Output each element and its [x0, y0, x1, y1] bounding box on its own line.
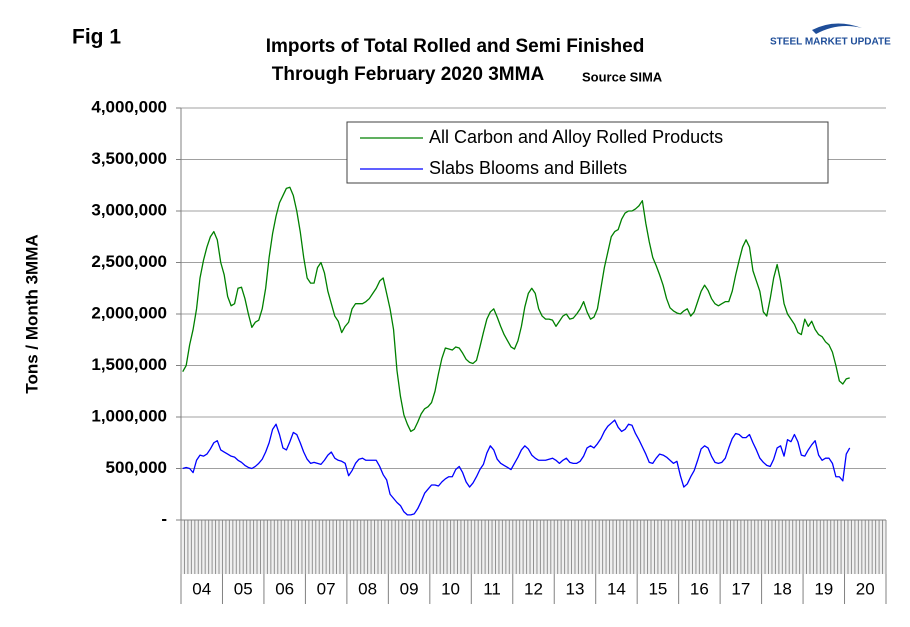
x-tick-label: 09	[400, 579, 419, 598]
x-tick-label: 12	[524, 579, 543, 598]
y-tick-label: 3,500,000	[91, 149, 167, 168]
legend-box	[346, 121, 829, 184]
y-tick-label: 3,000,000	[91, 200, 167, 219]
x-tick-label: 17	[731, 579, 750, 598]
legend-label: All Carbon and Alloy Rolled Products	[429, 127, 723, 147]
grid: - 500,000 1,000,000 1,500,000 2,000,000 2,500…	[91, 97, 886, 528]
logo: STEEL MARKET UPDATE	[770, 37, 891, 48]
x-tick-label: 06	[275, 579, 294, 598]
x-tick-label: 18	[773, 579, 792, 598]
x-axis: 04 05 06 07 08 09 10 11 12 13 14 15 16 17 18 19 20	[180, 519, 887, 604]
y-tick-label: 1,000,000	[91, 406, 167, 425]
x-tick-label: 10	[441, 579, 460, 598]
x-tick-label: 11	[483, 579, 501, 598]
x-tick-label: 05	[234, 579, 253, 598]
chart-title: Through February 2020 3MMA	[272, 64, 545, 85]
series-line	[182, 186, 850, 433]
x-tick-label: 19	[814, 579, 833, 598]
y-tick-label: 1,500,000	[91, 355, 167, 374]
x-tick-label: 14	[607, 579, 626, 598]
y-axis-label: Tons / Month 3MMA	[22, 234, 41, 393]
x-tick-label: 08	[358, 579, 377, 598]
x-tick-label: 20	[856, 579, 875, 598]
source-note: Source SIMA	[582, 69, 663, 84]
series-line	[182, 419, 851, 516]
x-tick-label: 07	[317, 579, 336, 598]
y-tick-label: 500,000	[106, 458, 167, 477]
logo-swoosh	[812, 23, 862, 34]
x-tick-label: 15	[648, 579, 667, 598]
y-tick-label: 2,000,000	[91, 303, 167, 322]
x-tick-label: 16	[690, 579, 709, 598]
figure-label: Fig 1	[72, 26, 121, 49]
legend: All Carbon and Alloy Rolled Products Slab…	[346, 121, 829, 184]
plot-lines	[182, 186, 851, 516]
y-tick-label: 2,500,000	[91, 252, 167, 271]
x-tick-label: 04	[192, 579, 211, 598]
y-tick-label: -	[161, 509, 167, 528]
legend-label: Slabs Blooms and Billets	[429, 158, 627, 178]
chart-title: Imports of Total Rolled and Semi Finishe…	[266, 36, 645, 57]
x-tick-label: 13	[566, 579, 585, 598]
y-tick-label: 4,000,000	[91, 97, 167, 116]
